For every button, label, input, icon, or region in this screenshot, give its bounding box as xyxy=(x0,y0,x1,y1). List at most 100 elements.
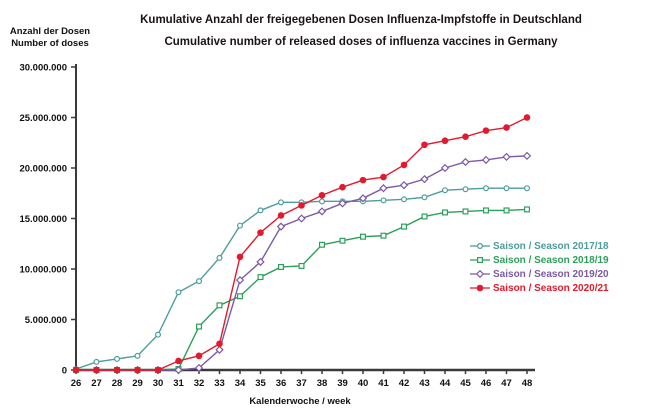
data-point-marker xyxy=(462,133,469,140)
data-point-marker xyxy=(174,365,183,375)
data-point-marker xyxy=(93,358,100,365)
legend-item-season-2018-19: Saison / Season 2018/19 xyxy=(470,253,609,267)
data-point-marker xyxy=(380,197,387,204)
series-line-season-2018-19 xyxy=(76,208,528,371)
data-point-marker xyxy=(194,363,204,373)
data-point-marker xyxy=(523,206,530,213)
y-axis-title-english: Number of doses xyxy=(11,38,89,49)
data-point-marker xyxy=(257,229,264,236)
data-point-marker xyxy=(297,214,306,223)
data-point-marker xyxy=(483,185,490,192)
legend-label: Saison / Season 2020/21 xyxy=(493,282,609,294)
data-point-marker xyxy=(483,207,490,214)
data-point-marker xyxy=(502,152,511,162)
data-point-marker xyxy=(93,366,100,374)
data-point-marker xyxy=(461,157,470,167)
data-point-marker xyxy=(236,253,244,261)
data-point-marker xyxy=(420,174,429,184)
data-point-marker xyxy=(339,237,346,244)
legend-marker-icon xyxy=(470,269,490,279)
data-point-marker xyxy=(462,186,469,193)
legend-marker-icon xyxy=(470,256,490,264)
data-point-marker xyxy=(319,241,326,248)
legend-item-season-2020-21: Saison / Season 2020/21 xyxy=(470,281,609,295)
data-point-marker xyxy=(442,187,449,194)
x-tick-label: 37 xyxy=(296,378,307,389)
data-point-marker xyxy=(359,176,367,184)
data-point-marker xyxy=(134,366,141,374)
data-point-marker xyxy=(235,275,245,285)
x-tick-label: 43 xyxy=(419,378,430,389)
x-tick-label: 41 xyxy=(378,378,389,389)
data-point-marker xyxy=(401,223,408,230)
legend-label: Saison / Season 2019/20 xyxy=(493,268,609,280)
x-axis-title: Kalenderwoche / week xyxy=(249,396,351,407)
x-tick-label: 33 xyxy=(214,378,225,389)
y-axis-title-german: Anzahl der Dosen xyxy=(9,26,91,37)
data-point-marker xyxy=(298,202,305,209)
series-line-season-2020-21 xyxy=(76,116,528,371)
data-point-marker xyxy=(154,366,162,374)
x-tick-label: 30 xyxy=(153,378,164,389)
x-tick-label: 48 xyxy=(522,378,533,389)
data-point-marker xyxy=(462,208,469,215)
legend-item-season-2019-20: Saison / Season 2019/20 xyxy=(470,267,609,281)
data-point-marker xyxy=(319,198,326,205)
data-point-marker xyxy=(380,173,387,181)
data-point-marker xyxy=(196,323,203,330)
data-point-marker xyxy=(134,352,141,359)
y-tick-label: 5.000.000 xyxy=(25,315,67,326)
data-point-marker xyxy=(175,289,182,296)
data-point-marker xyxy=(257,274,264,281)
data-point-marker xyxy=(503,124,510,131)
data-point-marker xyxy=(379,184,388,193)
data-point-marker xyxy=(276,222,286,231)
data-point-marker xyxy=(339,183,346,191)
data-point-marker xyxy=(278,263,285,270)
chart-title-english: Cumulative number of released doses of i… xyxy=(164,36,558,48)
x-tick-label: 35 xyxy=(255,378,266,389)
x-tick-label: 36 xyxy=(276,378,287,389)
data-point-marker xyxy=(440,163,450,173)
x-tick-label: 45 xyxy=(460,378,471,389)
y-tick-label: 15.000.000 xyxy=(19,214,67,225)
data-point-marker xyxy=(215,345,224,354)
y-tick-label: 20.000.000 xyxy=(19,164,67,175)
legend-marker-icon xyxy=(470,242,490,250)
data-point-marker xyxy=(380,232,387,239)
data-point-marker xyxy=(195,352,203,360)
chart-title: Kumulative Anzahl der freigegebenen Dose… xyxy=(78,9,644,53)
data-point-marker xyxy=(358,194,368,203)
data-point-marker xyxy=(155,331,162,338)
data-point-marker xyxy=(421,213,428,220)
chart-title-german: Kumulative Anzahl der freigegebenen Dose… xyxy=(140,14,582,26)
data-point-marker xyxy=(442,209,449,216)
data-point-marker xyxy=(72,366,80,374)
y-tick-label: 30.000.000 xyxy=(19,63,67,74)
y-tick-label: 25.000.000 xyxy=(19,113,67,124)
data-point-marker xyxy=(338,199,347,208)
y-axis-title: Anzahl der Dosen Number of doses xyxy=(4,26,96,50)
legend-marker-icon xyxy=(470,284,490,292)
x-tick-label: 28 xyxy=(112,378,123,389)
x-tick-label: 42 xyxy=(399,378,410,389)
data-point-marker xyxy=(481,155,491,165)
x-tick-label: 34 xyxy=(235,378,246,389)
x-tick-label: 29 xyxy=(132,378,143,389)
x-tick-label: 44 xyxy=(440,378,451,389)
x-tick-label: 27 xyxy=(91,378,102,389)
data-point-marker xyxy=(237,293,244,300)
data-point-marker xyxy=(277,212,285,219)
data-point-marker xyxy=(113,355,120,362)
data-point-marker xyxy=(399,181,409,190)
x-tick-label: 39 xyxy=(337,378,348,389)
data-point-marker xyxy=(482,127,490,134)
data-point-marker xyxy=(237,222,244,229)
data-point-marker xyxy=(523,114,531,121)
data-point-marker xyxy=(196,278,203,285)
data-point-marker xyxy=(317,207,327,216)
data-point-marker xyxy=(256,257,265,267)
data-point-marker xyxy=(175,357,182,365)
y-tick-label: 10.000.000 xyxy=(19,265,67,276)
